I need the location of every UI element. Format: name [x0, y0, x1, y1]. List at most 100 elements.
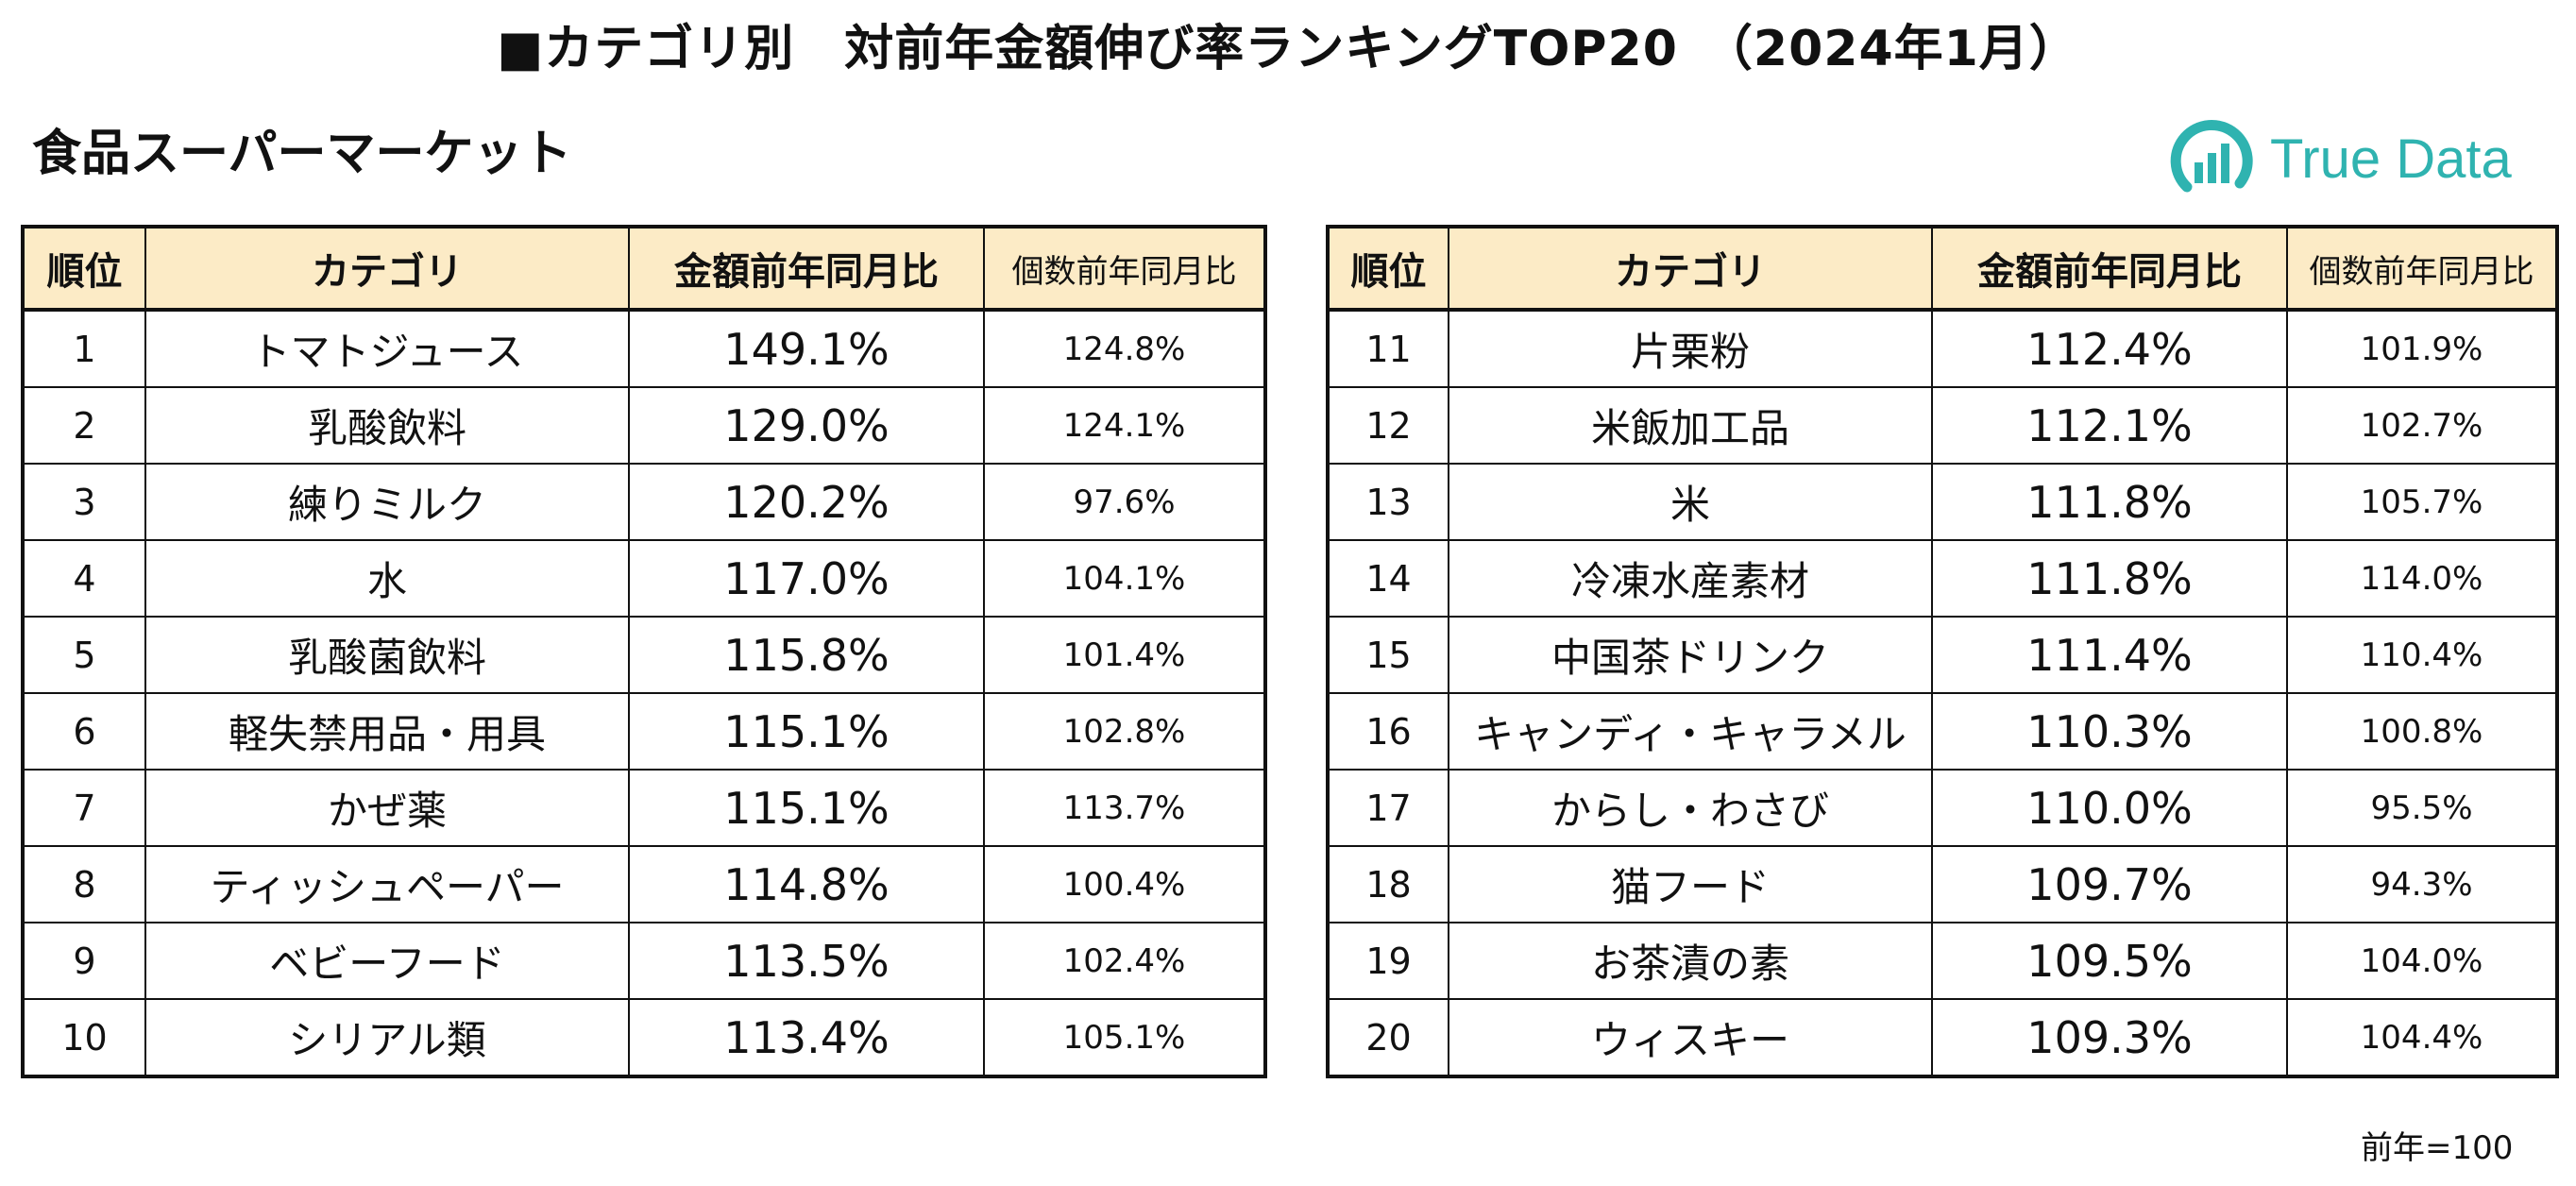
category-cell: 乳酸菌飲料 [144, 616, 630, 694]
table-row: 6 軽失禁用品・用具 115.1% 102.8% [22, 692, 1266, 771]
rank-cell: 17 [1327, 769, 1449, 847]
table-row: 11 片栗粉 112.4% 101.9% [1327, 309, 2558, 388]
count-yoy-cell: 97.6% [983, 463, 1266, 541]
table-row: 12 米飯加工品 112.1% 102.7% [1327, 386, 2558, 465]
header-amount-yoy: 金額前年同月比 [1931, 226, 2288, 312]
count-yoy-cell: 95.5% [2286, 769, 2558, 847]
category-cell: 冷凍水産素材 [1448, 539, 1933, 618]
rank-cell: 5 [22, 616, 146, 694]
table-row: 14 冷凍水産素材 111.8% 114.0% [1327, 539, 2558, 618]
category-cell: お茶漬の素 [1448, 922, 1933, 1000]
amount-yoy-cell: 111.8% [1931, 539, 2288, 618]
table-row: 19 お茶漬の素 109.5% 104.0% [1327, 922, 2558, 1000]
table-header-row: 順位 カテゴリ 金額前年同月比 個数前年同月比 [22, 226, 1266, 312]
rank-cell: 18 [1327, 845, 1449, 923]
rank-cell: 20 [1327, 998, 1449, 1077]
amount-yoy-cell: 120.2% [628, 463, 985, 541]
amount-yoy-cell: 112.4% [1931, 309, 2288, 388]
count-yoy-cell: 113.7% [983, 769, 1266, 847]
amount-yoy-cell: 111.4% [1931, 616, 2288, 694]
footnote: 前年=100 [2361, 1129, 2514, 1167]
table-header-row: 順位 カテゴリ 金額前年同月比 個数前年同月比 [1327, 226, 2558, 312]
category-cell: ベビーフード [144, 922, 630, 1000]
rank-cell: 1 [22, 309, 146, 388]
amount-yoy-cell: 129.0% [628, 386, 985, 465]
amount-yoy-cell: 113.4% [628, 998, 985, 1077]
category-cell: 猫フード [1448, 845, 1933, 923]
category-cell: かぜ薬 [144, 769, 630, 847]
category-cell: 中国茶ドリンク [1448, 616, 1933, 694]
rank-cell: 4 [22, 539, 146, 618]
rank-cell: 15 [1327, 616, 1449, 694]
table-row: 13 米 111.8% 105.7% [1327, 463, 2558, 541]
count-yoy-cell: 124.8% [983, 309, 1266, 388]
page-title: ■カテゴリ別 対前年金額伸び率ランキングTOP20 （2024年1月） [497, 21, 2079, 77]
page-subtitle: 食品スーパーマーケット [32, 126, 572, 182]
category-cell: ティッシュペーパー [144, 845, 630, 923]
truedata-logo-text: True Data [2270, 127, 2512, 190]
count-yoy-cell: 124.1% [983, 386, 1266, 465]
rank-cell: 8 [22, 845, 146, 923]
category-cell: 米 [1448, 463, 1933, 541]
rank-cell: 12 [1327, 386, 1449, 465]
count-yoy-cell: 110.4% [2286, 616, 2558, 694]
amount-yoy-cell: 112.1% [1931, 386, 2288, 465]
amount-yoy-cell: 110.3% [1931, 692, 2288, 771]
count-yoy-cell: 102.7% [2286, 386, 2558, 465]
count-yoy-cell: 104.0% [2286, 922, 2558, 1000]
table-row: 9 ベビーフード 113.5% 102.4% [22, 922, 1266, 1000]
table-row: 17 からし・わさび 110.0% 95.5% [1327, 769, 2558, 847]
amount-yoy-cell: 109.7% [1931, 845, 2288, 923]
table-row: 20 ウィスキー 109.3% 104.4% [1327, 998, 2558, 1077]
ranking-table-left: 順位 カテゴリ 金額前年同月比 個数前年同月比 1 トマトジュース 149.1% 12… [21, 225, 1267, 1078]
amount-yoy-cell: 115.8% [628, 616, 985, 694]
category-cell: 水 [144, 539, 630, 618]
header-category: カテゴリ [144, 226, 630, 312]
amount-yoy-cell: 109.5% [1931, 922, 2288, 1000]
count-yoy-cell: 101.9% [2286, 309, 2558, 388]
count-yoy-cell: 94.3% [2286, 845, 2558, 923]
table-row: 4 水 117.0% 104.1% [22, 539, 1266, 618]
truedata-logo: True Data [2168, 111, 2512, 206]
amount-yoy-cell: 110.0% [1931, 769, 2288, 847]
rank-cell: 14 [1327, 539, 1449, 618]
amount-yoy-cell: 109.3% [1931, 998, 2288, 1077]
table-row: 8 ティッシュペーパー 114.8% 100.4% [22, 845, 1266, 923]
amount-yoy-cell: 115.1% [628, 769, 985, 847]
header-rank: 順位 [22, 226, 146, 312]
table-row: 7 かぜ薬 115.1% 113.7% [22, 769, 1266, 847]
ranking-table-left-body: 1 トマトジュース 149.1% 124.8% 2 乳酸飲料 129.0% 124.1% 3 練り… [22, 309, 1266, 1077]
category-cell: ウィスキー [1448, 998, 1933, 1077]
rank-cell: 7 [22, 769, 146, 847]
category-cell: からし・わさび [1448, 769, 1933, 847]
amount-yoy-cell: 149.1% [628, 309, 985, 388]
amount-yoy-cell: 117.0% [628, 539, 985, 618]
amount-yoy-cell: 115.1% [628, 692, 985, 771]
rank-cell: 16 [1327, 692, 1449, 771]
header-category: カテゴリ [1448, 226, 1933, 312]
rank-cell: 9 [22, 922, 146, 1000]
category-cell: 米飯加工品 [1448, 386, 1933, 465]
table-row: 15 中国茶ドリンク 111.4% 110.4% [1327, 616, 2558, 694]
count-yoy-cell: 104.4% [2286, 998, 2558, 1077]
truedata-logo-icon [2170, 119, 2253, 193]
rank-cell: 13 [1327, 463, 1449, 541]
rank-cell: 6 [22, 692, 146, 771]
ranking-table-right: 順位 カテゴリ 金額前年同月比 個数前年同月比 11 片栗粉 112.4% 101.9… [1326, 225, 2559, 1078]
table-row: 1 トマトジュース 149.1% 124.8% [22, 309, 1266, 388]
table-row: 18 猫フード 109.7% 94.3% [1327, 845, 2558, 923]
category-cell: 軽失禁用品・用具 [144, 692, 630, 771]
amount-yoy-cell: 113.5% [628, 922, 985, 1000]
count-yoy-cell: 100.8% [2286, 692, 2558, 771]
table-row: 5 乳酸菌飲料 115.8% 101.4% [22, 616, 1266, 694]
rank-cell: 10 [22, 998, 146, 1077]
count-yoy-cell: 104.1% [983, 539, 1266, 618]
count-yoy-cell: 114.0% [2286, 539, 2558, 618]
category-cell: 練りミルク [144, 463, 630, 541]
ranking-table-right-body: 11 片栗粉 112.4% 101.9% 12 米飯加工品 112.1% 102.7% 13 米 1… [1327, 309, 2558, 1077]
category-cell: 乳酸飲料 [144, 386, 630, 465]
table-row: 16 キャンディ・キャラメル 110.3% 100.8% [1327, 692, 2558, 771]
header-count-yoy: 個数前年同月比 [983, 226, 1266, 312]
rank-cell: 19 [1327, 922, 1449, 1000]
count-yoy-cell: 100.4% [983, 845, 1266, 923]
